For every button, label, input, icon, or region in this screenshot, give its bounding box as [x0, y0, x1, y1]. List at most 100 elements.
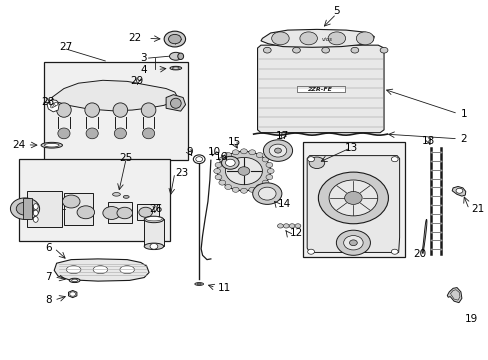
Circle shape [240, 188, 247, 193]
Text: 19: 19 [464, 314, 477, 324]
Text: 22: 22 [128, 33, 142, 43]
Ellipse shape [144, 216, 163, 223]
Ellipse shape [194, 283, 203, 285]
Circle shape [263, 47, 271, 53]
Circle shape [16, 202, 34, 215]
Polygon shape [47, 100, 59, 112]
Circle shape [390, 157, 397, 162]
Circle shape [102, 207, 120, 220]
Circle shape [307, 249, 314, 254]
Text: 20: 20 [413, 248, 426, 258]
Text: 1: 1 [460, 109, 466, 119]
Circle shape [217, 151, 270, 191]
Circle shape [321, 47, 329, 53]
Circle shape [336, 230, 370, 255]
Ellipse shape [93, 266, 107, 274]
Circle shape [224, 184, 231, 189]
Ellipse shape [85, 103, 99, 117]
Circle shape [232, 150, 239, 155]
Circle shape [240, 149, 247, 154]
Circle shape [308, 157, 324, 168]
Text: 25: 25 [120, 153, 133, 163]
Circle shape [327, 32, 345, 45]
Circle shape [344, 192, 362, 204]
Ellipse shape [145, 217, 162, 221]
Text: 24: 24 [12, 140, 25, 150]
Ellipse shape [141, 103, 156, 117]
Circle shape [318, 172, 387, 224]
Bar [297, 86, 345, 93]
Text: 10: 10 [208, 147, 221, 157]
Text: 15: 15 [227, 138, 241, 147]
Text: 27: 27 [60, 42, 73, 52]
Bar [303, 142, 405, 257]
Circle shape [256, 153, 263, 158]
Text: vios: vios [321, 37, 331, 41]
Circle shape [225, 159, 235, 166]
Circle shape [292, 47, 300, 53]
Ellipse shape [170, 66, 182, 70]
Circle shape [62, 195, 80, 208]
Ellipse shape [197, 283, 201, 285]
Ellipse shape [123, 195, 129, 198]
Ellipse shape [66, 266, 81, 274]
Text: 11: 11 [218, 283, 231, 293]
Circle shape [224, 153, 231, 158]
Text: 13: 13 [344, 143, 357, 153]
Circle shape [221, 156, 239, 169]
Ellipse shape [114, 128, 126, 139]
Text: 6: 6 [45, 243, 52, 253]
Polygon shape [447, 288, 461, 303]
Polygon shape [52, 80, 177, 111]
Circle shape [455, 188, 462, 193]
Bar [22, 198, 32, 220]
Ellipse shape [112, 193, 120, 196]
Text: 26: 26 [148, 204, 162, 214]
Ellipse shape [33, 210, 38, 216]
Text: 18: 18 [421, 136, 434, 146]
Circle shape [328, 180, 377, 216]
Circle shape [288, 224, 294, 228]
Circle shape [213, 168, 220, 174]
Circle shape [10, 198, 40, 220]
Circle shape [265, 162, 272, 167]
Circle shape [238, 167, 249, 175]
Circle shape [219, 180, 225, 185]
Ellipse shape [57, 103, 71, 117]
Circle shape [77, 206, 94, 219]
Polygon shape [421, 220, 426, 253]
Ellipse shape [86, 128, 98, 139]
Bar [44, 62, 187, 160]
Polygon shape [54, 259, 149, 281]
Circle shape [343, 235, 363, 250]
Circle shape [262, 180, 268, 185]
Circle shape [232, 187, 239, 192]
Ellipse shape [33, 204, 38, 210]
Bar [64, 193, 93, 225]
Polygon shape [68, 291, 77, 298]
Text: 9: 9 [186, 147, 192, 157]
Circle shape [193, 155, 204, 163]
Ellipse shape [172, 67, 179, 69]
Circle shape [265, 175, 272, 180]
Text: 5: 5 [332, 6, 339, 17]
Ellipse shape [120, 266, 134, 274]
Circle shape [277, 224, 283, 228]
Circle shape [195, 157, 202, 162]
Circle shape [70, 292, 76, 296]
Bar [27, 191, 62, 226]
Circle shape [299, 32, 317, 45]
Circle shape [356, 32, 373, 45]
Bar [107, 202, 132, 223]
Circle shape [294, 224, 300, 228]
Bar [19, 159, 170, 241]
Text: 4: 4 [140, 64, 146, 75]
Polygon shape [451, 186, 465, 196]
Ellipse shape [113, 103, 127, 117]
Text: 12: 12 [289, 228, 303, 238]
Ellipse shape [178, 53, 183, 59]
Text: 16: 16 [215, 152, 228, 162]
Circle shape [215, 162, 222, 167]
Ellipse shape [55, 102, 58, 106]
Ellipse shape [52, 104, 55, 107]
